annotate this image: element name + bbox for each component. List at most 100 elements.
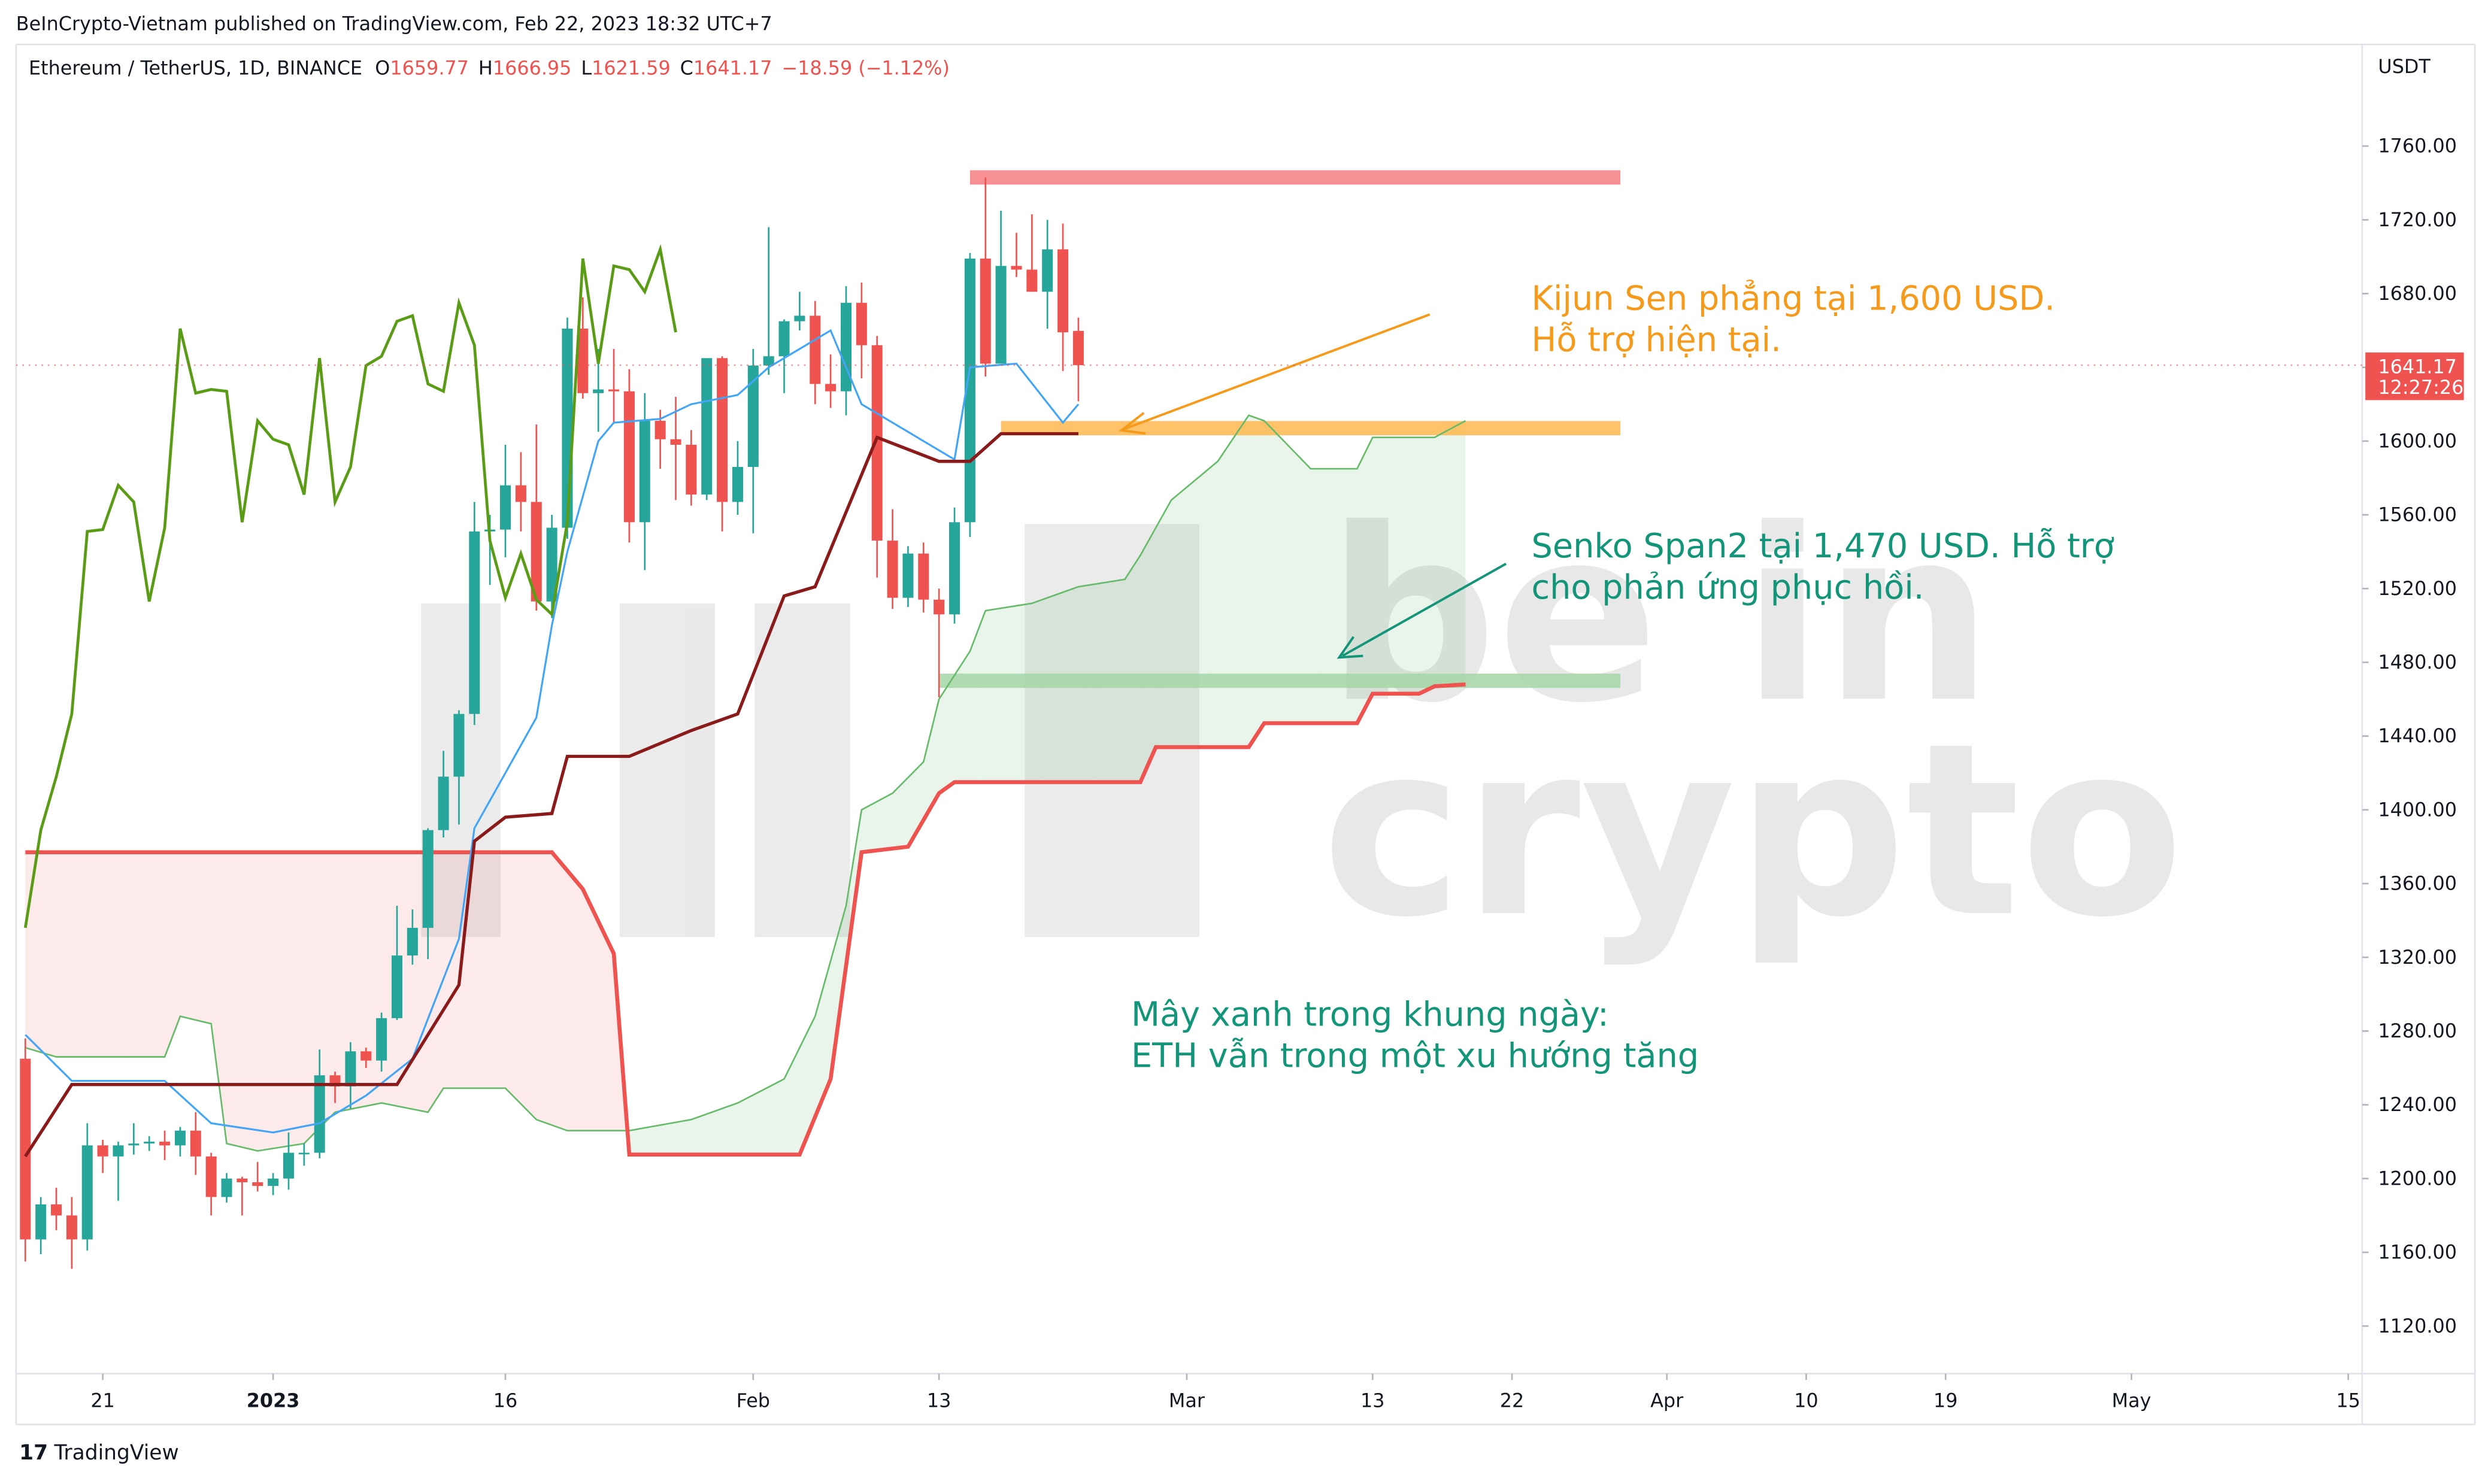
- candle-body: [20, 1058, 31, 1240]
- cloud: [722, 1106, 731, 1155]
- candle-body: [252, 1182, 263, 1186]
- cloud: [366, 852, 374, 1106]
- cloud: [149, 852, 157, 1057]
- cloud: [211, 852, 219, 1084]
- cloud: [776, 1079, 784, 1155]
- currency: USDT: [2378, 55, 2431, 78]
- cloud: [544, 852, 552, 1125]
- cloud: [1241, 415, 1249, 748]
- cloud: [931, 699, 940, 807]
- cloud: [33, 852, 41, 1052]
- y-tick-label: 1600.00: [2378, 429, 2457, 452]
- cloud: [1404, 437, 1411, 694]
- cloud: [250, 852, 258, 1151]
- candle-body: [144, 1142, 155, 1144]
- cloud: [575, 879, 583, 1131]
- cloud: [1388, 437, 1396, 694]
- x-tick-label: 13: [1360, 1389, 1385, 1412]
- candle-body: [918, 553, 929, 600]
- cloud: [652, 1125, 660, 1155]
- cloud: [381, 852, 390, 1105]
- cloud: [513, 852, 521, 1104]
- candle-body: [128, 1143, 140, 1146]
- cloud: [1210, 461, 1218, 748]
- cloud: [831, 933, 839, 1079]
- cloud: [838, 905, 846, 1022]
- candle-body: [113, 1145, 124, 1157]
- candle-body: [221, 1178, 232, 1197]
- symbol: Ethereum / TetherUS, 1D, BINANCE: [29, 57, 362, 80]
- y-tick-label: 1440.00: [2378, 724, 2457, 747]
- cloud: [1148, 527, 1156, 765]
- annotation: Senko Span2 tại 1,470 USD. Hỗ trợ: [1531, 527, 2114, 566]
- cloud: [1450, 424, 1458, 685]
- candle-body: [268, 1178, 279, 1186]
- candle-body: [81, 1145, 93, 1240]
- annotation: Kijun Sen phẳng tại 1,600 USD.: [1531, 279, 2054, 318]
- cloud: [730, 1103, 738, 1155]
- cloud: [900, 777, 908, 848]
- candle-body: [717, 358, 728, 502]
- candle-body: [531, 502, 542, 602]
- candle-body: [887, 541, 898, 598]
- cloud: [459, 852, 467, 1088]
- candle-body: [283, 1152, 294, 1179]
- cloud: [1040, 597, 1048, 782]
- cloud: [536, 852, 544, 1122]
- logo-part: [754, 603, 850, 937]
- cloud: [505, 852, 513, 1096]
- cloud: [319, 852, 328, 1128]
- arrowhead: [1337, 636, 1363, 659]
- cloud: [435, 852, 444, 1100]
- cloud: [1016, 604, 1025, 782]
- y-tick-label: 1480.00: [2378, 651, 2457, 673]
- ohlc-key: L: [581, 57, 592, 80]
- cloud: [884, 793, 893, 850]
- cloud: [63, 852, 72, 1057]
- cloud: [79, 852, 87, 1057]
- cloud: [760, 1087, 769, 1155]
- arrows: [1119, 313, 1507, 659]
- cloud: [551, 852, 560, 1128]
- candle-body: [1011, 266, 1022, 270]
- y-tick-label: 1200.00: [2378, 1167, 2457, 1189]
- cloud: [374, 852, 382, 1105]
- indicator-line: [24, 432, 1078, 1158]
- candle-body: [174, 1130, 186, 1146]
- cloud: [141, 852, 150, 1057]
- candle-body: [391, 955, 403, 1018]
- cloud: [1334, 469, 1342, 724]
- candle-body: [670, 439, 681, 445]
- candle-body: [964, 258, 975, 523]
- cloud: [753, 1091, 761, 1155]
- candle-body: [1057, 249, 1069, 333]
- candle-body: [190, 1130, 201, 1157]
- ohlc-value: 1621.59: [592, 57, 671, 80]
- cloud: [947, 675, 955, 788]
- cloud: [1272, 429, 1280, 724]
- x-tick-label: 19: [1934, 1389, 1958, 1412]
- candle-body: [778, 321, 790, 357]
- cloud: [939, 687, 947, 794]
- cloud: [954, 663, 962, 782]
- cloud: [1032, 600, 1040, 782]
- y-tick-label: 1400.00: [2378, 798, 2457, 821]
- cloud: [737, 1098, 746, 1155]
- cloud: [598, 921, 607, 1131]
- cloud: [195, 852, 204, 1022]
- cloud: [87, 852, 95, 1057]
- cloud: [187, 852, 196, 1020]
- cloud: [892, 785, 901, 849]
- candle-body: [732, 466, 743, 502]
- cloud: [296, 852, 304, 1145]
- price-label: 1641.17: [2378, 355, 2457, 378]
- cloud: [466, 852, 475, 1088]
- cloud: [1318, 469, 1326, 724]
- annotation: Mây xanh trong khung ngày:: [1131, 996, 1609, 1034]
- cloud: [226, 852, 235, 1146]
- logo: 17: [19, 1441, 48, 1465]
- cloud: [404, 852, 413, 1109]
- arrow: [1124, 313, 1431, 430]
- plot: [20, 170, 1621, 1269]
